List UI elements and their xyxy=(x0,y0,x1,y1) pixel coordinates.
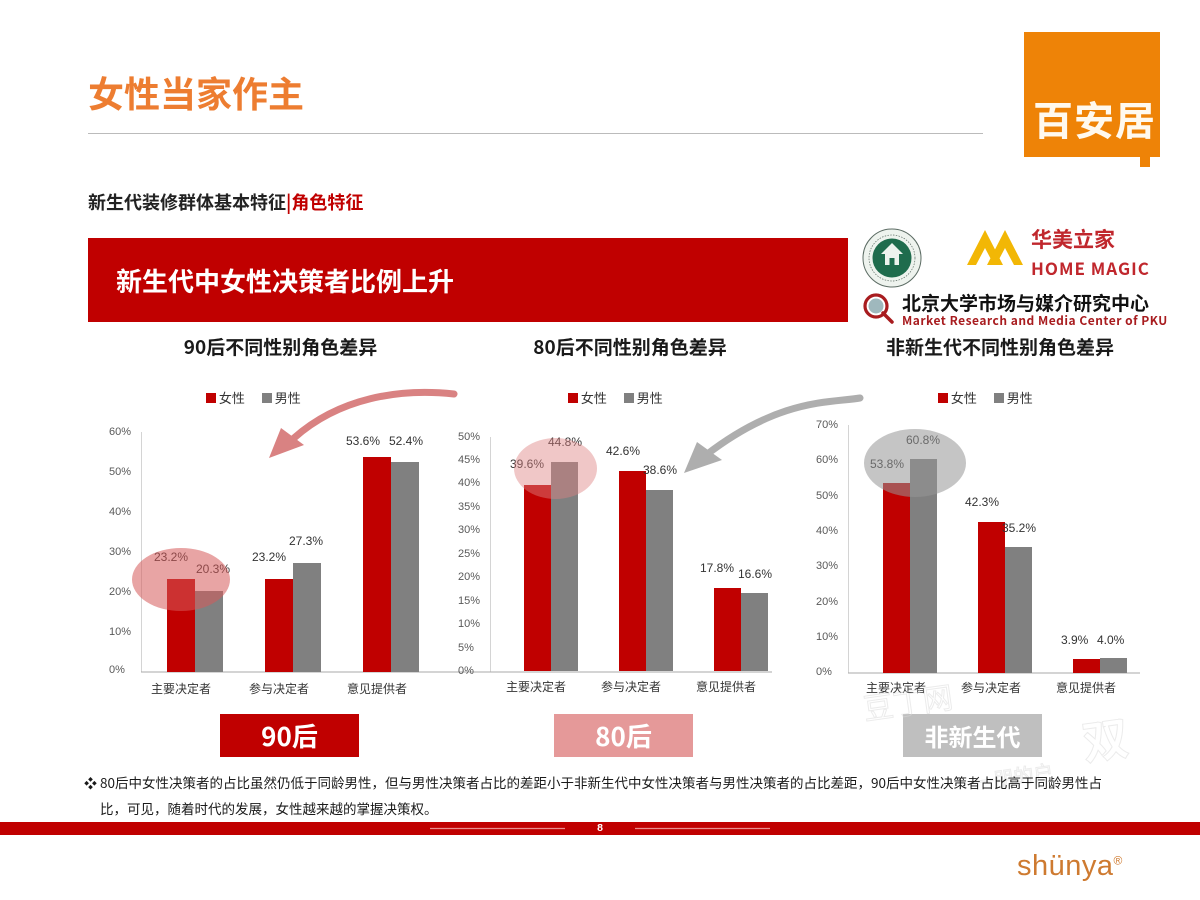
svg-text:百安居: 百安居 xyxy=(1033,89,1156,147)
